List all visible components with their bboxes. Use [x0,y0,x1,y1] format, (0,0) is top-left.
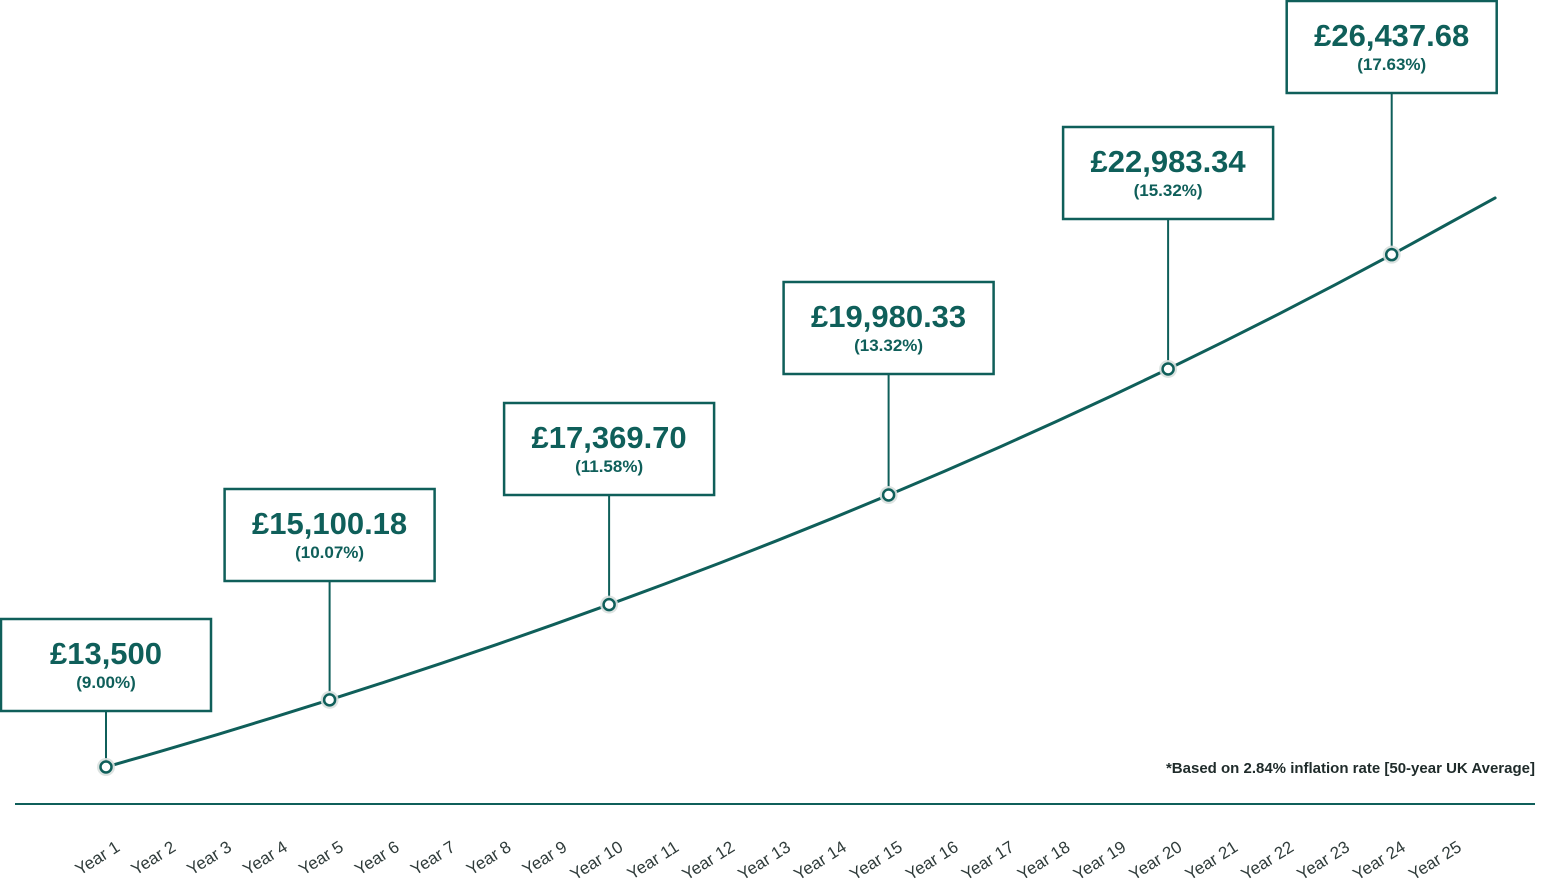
x-tick-label: Year 7 [407,837,458,879]
callout-value-label: £26,437.68 [1314,18,1469,53]
x-tick-label: Year 16 [902,837,961,884]
callout-value-label: £13,500 [50,636,162,671]
callout-value-label: £17,369.70 [532,420,687,455]
x-tick-label: Year 24 [1350,837,1409,884]
x-tick-label: Year 14 [791,837,850,884]
point-layer [97,245,1401,776]
x-tick-label: Year 12 [679,837,738,884]
callout-percent-label: (17.63%) [1357,55,1426,74]
x-tick-label: Year 13 [735,837,794,884]
x-tick-label: Year 6 [351,837,402,879]
data-point [602,597,616,612]
x-tick-label: Year 2 [128,837,179,879]
callout-percent-label: (11.58%) [575,457,643,476]
callout-box [502,401,716,497]
data-point [1384,247,1399,262]
callout-percent-label: (15.32%) [1134,181,1203,200]
callout-value-label: £22,983.34 [1091,144,1247,179]
x-tick-label: Year 21 [1182,837,1241,884]
x-axis: Year 1 Year 2 Year 3 Year 4 Year 5 Year 6 Year… [15,803,1535,884]
data-point [99,760,113,774]
x-tick-label: Year 15 [846,837,905,884]
x-tick-label: Year 11 [624,837,682,883]
x-tick-label: Year 17 [958,837,1017,884]
x-tick-label: Year 19 [1070,837,1129,884]
x-tick-label: Year 18 [1014,837,1073,884]
x-tick-label: Year 10 [567,837,626,884]
callout-box [0,617,213,713]
x-tick-label: Year 5 [295,837,346,879]
callout-box [1285,0,1498,95]
x-tick-label: Year 4 [240,837,291,879]
callout-value-label: £19,980.33 [811,299,966,334]
callout-percent-label: (10.07%) [295,543,364,562]
x-tick-label: Year 22 [1238,837,1297,884]
callout-percent-label: (9.00%) [76,673,136,692]
callout-box [782,280,995,376]
callout-value-label: £15,100.18 [252,506,407,541]
x-tick-label: Year 20 [1126,837,1185,884]
data-point [881,488,896,502]
data-point [322,693,337,707]
footnote: *Based on 2.84% inflation rate [50-year … [1166,760,1535,777]
callout-percent-label: (13.32%) [854,336,923,355]
x-tick-label: Year 9 [519,837,570,879]
x-tick-label: Year 23 [1294,837,1353,884]
callout-box [223,487,436,583]
data-point [1161,362,1175,376]
x-tick-label: Year 25 [1405,837,1464,884]
x-tick-label: Year 3 [184,837,235,879]
callout-layer: £13,500 (9.00%) £15,100.18 (10.07%) £17,369.… [0,0,1498,767]
x-tick-label: Year 8 [463,837,514,879]
callout-box [1061,125,1275,221]
x-tick-label: Year 1 [72,837,123,879]
